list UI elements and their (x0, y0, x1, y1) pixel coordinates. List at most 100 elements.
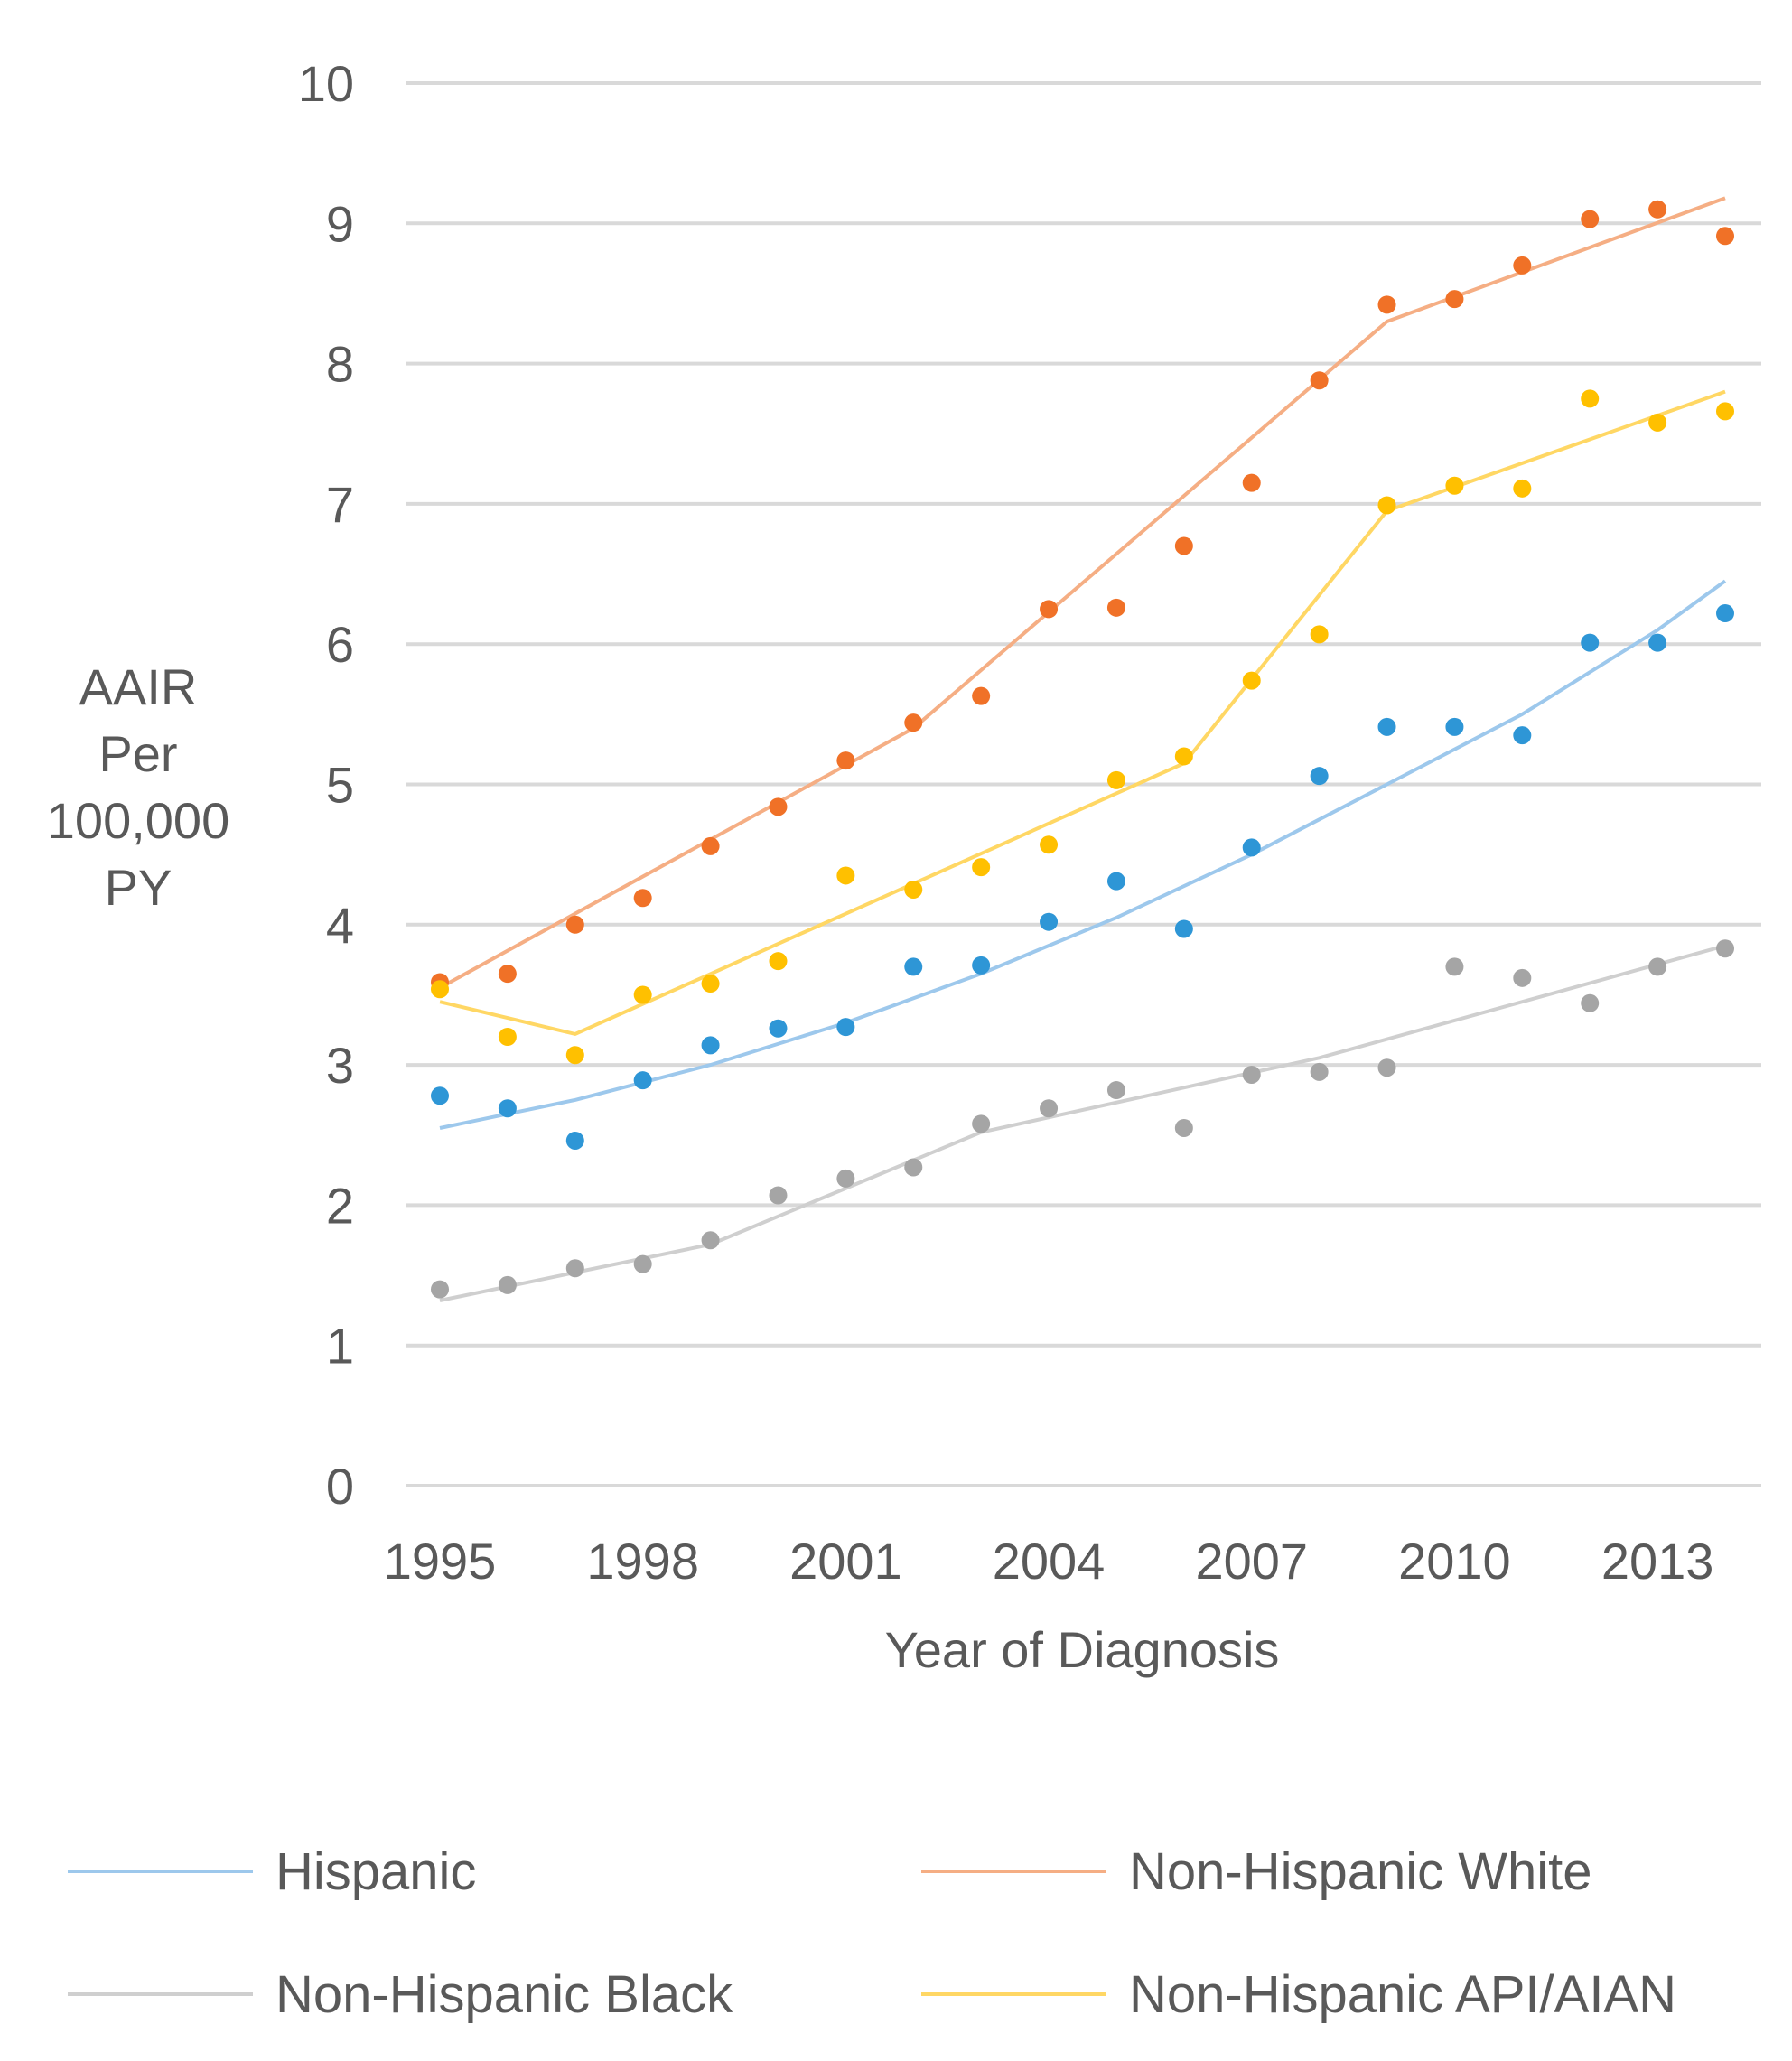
data-point (431, 1086, 449, 1105)
data-point (1242, 838, 1261, 857)
data-point (701, 1036, 720, 1055)
data-point (904, 713, 923, 732)
legend-label: Non-Hispanic White (1129, 1842, 1592, 1901)
data-point (701, 836, 720, 855)
data-point (769, 952, 788, 971)
data-point (1174, 919, 1193, 938)
x-tick-label: 2010 (1398, 1533, 1511, 1590)
data-point (565, 1131, 584, 1150)
data-point (1445, 957, 1464, 976)
data-point (498, 1099, 517, 1118)
y-tick-label: 4 (326, 897, 354, 954)
data-point (1377, 717, 1396, 736)
x-axis-title: Year of Diagnosis (885, 1621, 1280, 1678)
data-point (565, 915, 584, 934)
y-axis-title-line: Per (98, 725, 177, 782)
data-point (498, 1275, 517, 1294)
legend-item-non-hispanic-api-aian: Non-Hispanic API/AIAN (921, 1965, 1676, 2024)
data-points (431, 200, 1734, 1299)
data-point (1648, 200, 1667, 219)
data-point (1040, 1099, 1059, 1118)
y-tick-label: 0 (326, 1458, 354, 1515)
data-point (1106, 770, 1125, 789)
y-tick-label: 10 (298, 55, 354, 112)
x-tick-label: 1995 (384, 1533, 497, 1590)
data-point (1648, 957, 1667, 976)
data-point (633, 1254, 652, 1273)
data-point (904, 957, 923, 976)
data-point (1648, 413, 1667, 432)
data-point (1648, 633, 1667, 652)
data-point (1174, 536, 1193, 555)
data-point (1310, 371, 1329, 390)
data-point (1040, 912, 1059, 931)
data-point (498, 1028, 517, 1047)
data-point (1377, 1058, 1396, 1077)
data-point (1445, 290, 1464, 309)
data-point (836, 1018, 855, 1037)
legend-label: Non-Hispanic Black (275, 1965, 733, 2024)
data-point (1106, 598, 1125, 617)
data-point (972, 858, 991, 877)
data-point (769, 1186, 788, 1205)
y-tick-label: 1 (326, 1318, 354, 1375)
data-point (1513, 726, 1532, 745)
data-point (701, 1231, 720, 1250)
data-point (1040, 835, 1059, 854)
data-point (1310, 625, 1329, 644)
series-hispanic (431, 604, 1734, 1150)
data-point (1242, 671, 1261, 690)
trend-line-non-hispanic-white (439, 196, 1726, 990)
x-tick-label: 2007 (1195, 1533, 1308, 1590)
y-tick-label: 3 (326, 1037, 354, 1094)
x-axis-ticks: 1995 1998 2001 2004 2007 2010 2013 (384, 1533, 1714, 1590)
data-point (701, 975, 720, 993)
data-point (633, 889, 652, 908)
data-point (1716, 402, 1734, 421)
series-non-hispanic-white (431, 200, 1734, 992)
data-point (904, 880, 923, 899)
data-point (1513, 256, 1532, 275)
x-tick-label: 2013 (1601, 1533, 1714, 1590)
data-point (565, 1046, 584, 1065)
data-point (1377, 295, 1396, 314)
y-axis-title-line: AAIR (79, 658, 198, 715)
data-point (633, 1071, 652, 1090)
series-non-hispanic-api-aian (431, 389, 1734, 1065)
legend-item-non-hispanic-black: Non-Hispanic Black (68, 1965, 733, 2024)
legend: Hispanic Non-Hispanic White Non-Hispanic B… (68, 1842, 1676, 2024)
y-axis-ticks: 0 1 2 3 4 5 6 7 8 9 10 (298, 55, 354, 1515)
legend-label: Non-Hispanic API/AIAN (1129, 1965, 1676, 2024)
data-point (633, 985, 652, 1004)
data-point (1242, 473, 1261, 492)
data-point (498, 965, 517, 984)
data-point (1716, 939, 1734, 958)
legend-item-non-hispanic-white: Non-Hispanic White (921, 1842, 1592, 1901)
data-point (1716, 604, 1734, 623)
y-tick-label: 6 (326, 616, 354, 673)
x-tick-label: 2004 (993, 1533, 1106, 1590)
data-point (972, 956, 991, 975)
data-point (1242, 1065, 1261, 1084)
data-point (836, 866, 855, 885)
data-point (1040, 600, 1059, 619)
data-point (836, 1169, 855, 1188)
data-point (1581, 389, 1600, 408)
data-point (431, 980, 449, 999)
data-point (1377, 496, 1396, 515)
x-tick-label: 2001 (789, 1533, 902, 1590)
data-point (769, 1019, 788, 1038)
data-point (1310, 767, 1329, 786)
data-point (972, 1114, 991, 1133)
data-point (1106, 872, 1125, 891)
y-axis-title-line: 100,000 (47, 792, 229, 849)
data-point (769, 797, 788, 816)
data-point (1174, 747, 1193, 766)
y-tick-label: 8 (326, 336, 354, 393)
data-point (1106, 1081, 1125, 1100)
legend-label: Hispanic (275, 1842, 476, 1901)
trend-line-hispanic (439, 579, 1727, 1130)
y-tick-label: 7 (326, 476, 354, 533)
data-point (836, 751, 855, 770)
